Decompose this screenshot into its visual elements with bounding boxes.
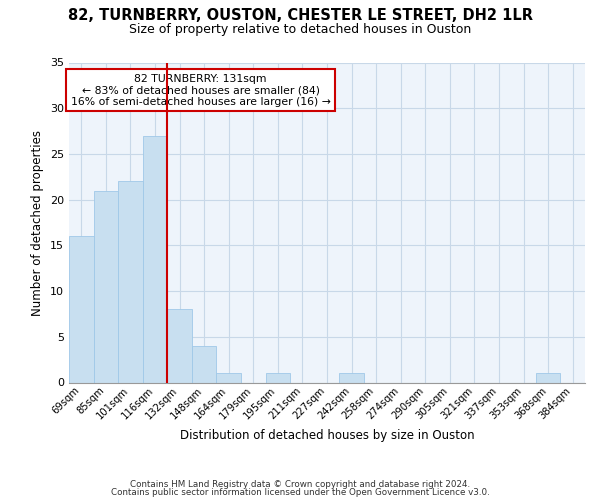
Bar: [266, 374, 290, 382]
Text: 82, TURNBERRY, OUSTON, CHESTER LE STREET, DH2 1LR: 82, TURNBERRY, OUSTON, CHESTER LE STREET…: [67, 8, 533, 22]
Text: Contains HM Land Registry data © Crown copyright and database right 2024.: Contains HM Land Registry data © Crown c…: [130, 480, 470, 489]
Text: Contains public sector information licensed under the Open Government Licence v3: Contains public sector information licen…: [110, 488, 490, 497]
Bar: [94, 190, 118, 382]
X-axis label: Distribution of detached houses by size in Ouston: Distribution of detached houses by size …: [179, 429, 475, 442]
Bar: [143, 136, 167, 382]
Bar: [217, 374, 241, 382]
Bar: [118, 182, 143, 382]
Bar: [339, 374, 364, 382]
Bar: [69, 236, 94, 382]
Y-axis label: Number of detached properties: Number of detached properties: [31, 130, 44, 316]
Bar: [167, 310, 192, 382]
Bar: [192, 346, 217, 383]
Bar: [536, 374, 560, 382]
Text: Size of property relative to detached houses in Ouston: Size of property relative to detached ho…: [129, 22, 471, 36]
Text: 82 TURNBERRY: 131sqm
← 83% of detached houses are smaller (84)
16% of semi-detac: 82 TURNBERRY: 131sqm ← 83% of detached h…: [71, 74, 331, 107]
